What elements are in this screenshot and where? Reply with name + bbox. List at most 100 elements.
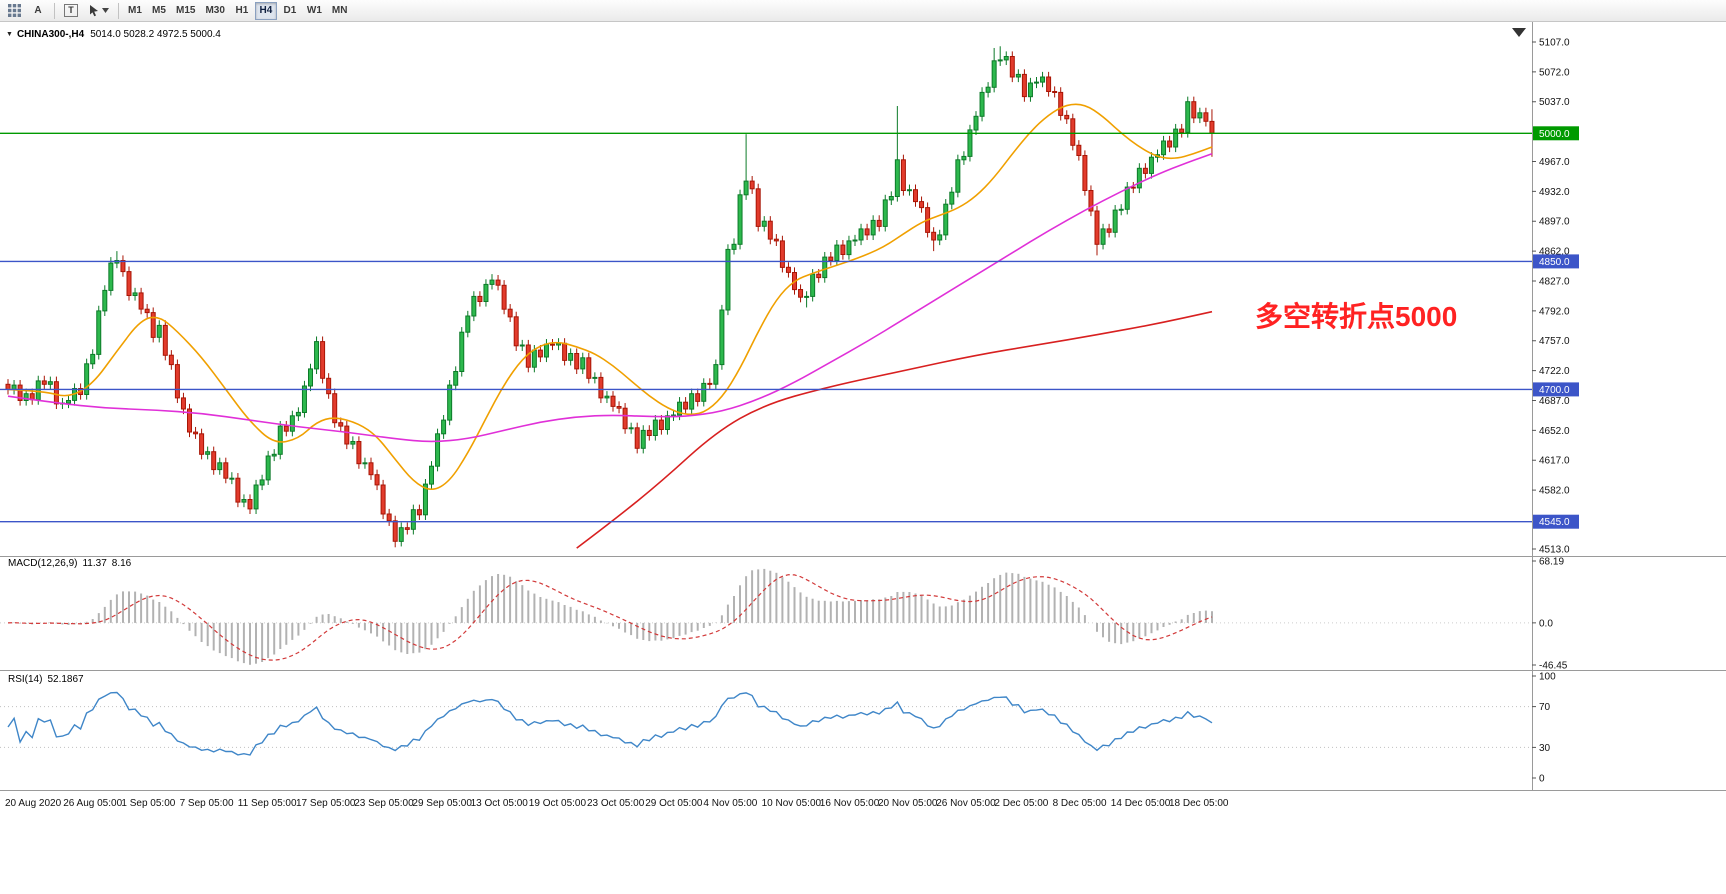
price-badge-label: 4700.0	[1539, 385, 1570, 396]
chart-shift-marker[interactable]	[1512, 28, 1526, 37]
letter-a-icon: A	[34, 5, 42, 16]
price-tick-label: 4687.0	[1539, 396, 1570, 407]
timeframe-m1-button[interactable]: M1	[124, 2, 146, 20]
price-tick-label: 4652.0	[1539, 426, 1570, 437]
chart-grid-button[interactable]	[3, 2, 25, 20]
rsi-tick-label: 0	[1539, 774, 1545, 785]
annotation-layer: 多空转折点5000	[1255, 300, 1457, 332]
dropdown-caret-icon	[102, 8, 109, 13]
price-badge	[1533, 514, 1579, 529]
price-tick-label: 5037.0	[1539, 97, 1570, 108]
macd-tick-label: 0.0	[1539, 618, 1553, 629]
price-badge-label: 5000.0	[1539, 129, 1570, 140]
price-tick-label: 4722.0	[1539, 366, 1570, 377]
time-tick-label: 11 Sep 05:00	[238, 798, 297, 809]
ma-slow-line	[576, 310, 1213, 549]
letter-t-icon: T	[64, 4, 78, 17]
candles-layer	[5, 46, 1215, 548]
price-badge-label: 4545.0	[1539, 517, 1570, 528]
time-tick-label: 18 Dec 05:00	[1169, 798, 1229, 809]
rsi-panel	[0, 691, 1532, 756]
timeframe-h1-button[interactable]: H1	[231, 2, 253, 20]
time-tick-label: 8 Dec 05:00	[1053, 798, 1107, 809]
price-tick-label: 4932.0	[1539, 187, 1570, 198]
macd-label: MACD(12,26,9) 11.37 8.16	[8, 558, 136, 569]
timeframe-m5-button[interactable]: M5	[148, 2, 170, 20]
timeframe-h4-button[interactable]: H4	[254, 1, 277, 20]
price-tick-label: 4582.0	[1539, 486, 1570, 497]
macd-value-signal: 8.16	[111, 558, 132, 569]
ma-mid-line	[7, 153, 1213, 443]
annotation-text[interactable]: 多空转折点5000	[1255, 300, 1457, 332]
time-tick-label: 29 Oct 05:00	[645, 798, 703, 809]
price-tick-label: 4862.0	[1539, 247, 1570, 258]
time-tick-label: 19 Oct 05:00	[529, 798, 587, 809]
time-tick-label: 26 Nov 05:00	[936, 798, 996, 809]
time-tick-label: 29 Sep 05:00	[412, 798, 472, 809]
time-tick-label: 14 Dec 05:00	[1111, 798, 1171, 809]
chart-frame	[0, 22, 1726, 791]
time-tick-label: 7 Sep 05:00	[180, 798, 234, 809]
price-tick-label: 4757.0	[1539, 336, 1570, 347]
macd-signal-line	[7, 574, 1213, 661]
shift-marker-layer	[1512, 28, 1526, 37]
macd-tick-label: -46.45	[1539, 661, 1568, 672]
time-tick-label: 1 Sep 05:00	[121, 798, 175, 809]
time-tick-label: 23 Oct 05:00	[587, 798, 645, 809]
price-tick-label: 4827.0	[1539, 277, 1570, 288]
time-tick-label: 4 Nov 05:00	[703, 798, 757, 809]
time-tick-label: 26 Aug 05:00	[63, 798, 122, 809]
macd-tick-label: 68.19	[1539, 557, 1564, 568]
timeframe-m15-button[interactable]: M15	[172, 2, 199, 20]
toolbar: A T M1 M5 M15 M30 H1 H4 D1 W1 MN	[0, 0, 1726, 22]
timeframe-w1-button[interactable]: W1	[303, 2, 326, 20]
price-badge	[1533, 254, 1579, 269]
rsi-tick-label: 30	[1539, 743, 1551, 754]
time-tick-label: 2 Dec 05:00	[994, 798, 1048, 809]
chart-window[interactable]: 5107.0 5072.0 5037.0 4967.0 4932.0 4897.0 4862…	[0, 22, 1726, 894]
macd-name: MACD(12,26,9)	[8, 558, 78, 569]
price-tick-label: 4792.0	[1539, 306, 1570, 317]
horizontal-lines	[0, 132, 1532, 523]
rsi-label: RSI(14) 52.1867	[8, 674, 89, 685]
insert-text-button[interactable]: A	[27, 2, 49, 20]
chart-ohlc-values: 5014.0 5028.2 4972.5 5000.4	[90, 29, 221, 40]
price-badge	[1533, 382, 1579, 397]
arrow-tools-button[interactable]	[84, 2, 113, 20]
time-tick-label: 23 Sep 05:00	[354, 798, 414, 809]
rsi-name: RSI(14)	[8, 674, 43, 685]
time-tick-label: 16 Nov 05:00	[820, 798, 880, 809]
macd-panel	[0, 568, 1532, 665]
price-tick-label: 5072.0	[1539, 67, 1570, 78]
ma-fast-line	[7, 103, 1213, 491]
text-label-button[interactable]: T	[60, 2, 82, 20]
one-click-trading-toggle[interactable]: ▼	[6, 31, 13, 38]
time-tick-label: 10 Nov 05:00	[762, 798, 822, 809]
price-axis[interactable]: 5107.0 5072.0 5037.0 4967.0 4932.0 4897.0 4862…	[1532, 38, 1579, 785]
price-tick-label: 4967.0	[1539, 157, 1570, 168]
toolbar-separator	[118, 2, 119, 19]
chart-canvas[interactable]: 5107.0 5072.0 5037.0 4967.0 4932.0 4897.0 4862…	[0, 22, 1726, 894]
toolbar-separator	[54, 2, 55, 19]
cursor-arrow-icon	[90, 5, 98, 17]
time-tick-label: 20 Aug 2020	[5, 798, 62, 809]
time-tick-label: 13 Oct 05:00	[471, 798, 529, 809]
rsi-tick-label: 100	[1539, 672, 1556, 683]
macd-value-main: 11.37	[82, 558, 107, 569]
price-tick-label: 4617.0	[1539, 456, 1570, 467]
time-tick-label: 17 Sep 05:00	[296, 798, 356, 809]
price-tick-label: 4513.0	[1539, 545, 1570, 556]
timeframe-m30-button[interactable]: M30	[201, 2, 228, 20]
timeframe-mn-button[interactable]: MN	[328, 2, 352, 20]
chart-title: ▼ CHINA300-,H4 5014.0 5028.2 4972.5 5000.4	[6, 29, 221, 40]
price-badge	[1533, 126, 1579, 141]
timeframe-d1-button[interactable]: D1	[279, 2, 301, 20]
time-tick-label: 20 Nov 05:00	[878, 798, 938, 809]
time-axis[interactable]: 20 Aug 2020 26 Aug 05:00 1 Sep 05:00 7 Sep …	[5, 798, 1229, 809]
rsi-line	[7, 691, 1213, 756]
chart-symbol-period: CHINA300-,H4	[16, 29, 85, 40]
price-tick-label: 4897.0	[1539, 217, 1570, 228]
rsi-value: 52.1867	[47, 674, 84, 685]
price-badge-label: 4850.0	[1539, 257, 1570, 268]
price-tick-label: 5107.0	[1539, 38, 1570, 49]
